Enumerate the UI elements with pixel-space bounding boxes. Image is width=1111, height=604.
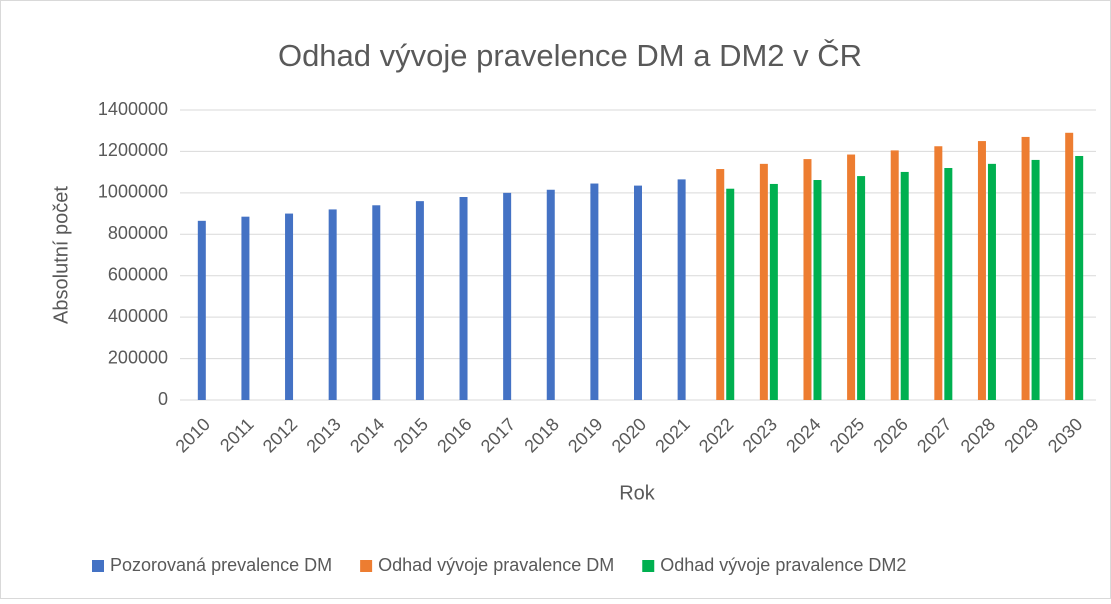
bar [977, 141, 986, 401]
y-tick-label: 1400000 [98, 99, 168, 119]
y-tick-label: 1200000 [98, 140, 168, 160]
legend-swatch [642, 560, 655, 572]
y-tick-label: 800000 [108, 223, 168, 243]
legend-label: Pozorovaná prevalence DM [110, 555, 332, 575]
bar [197, 220, 206, 400]
legend-label: Odhad vývoje pravalence DM2 [660, 555, 906, 575]
bar [759, 163, 768, 400]
y-tick-label: 400000 [108, 306, 168, 326]
y-tick-label: 1000000 [98, 182, 168, 202]
bar [503, 192, 512, 400]
y-tick-label: 200000 [108, 347, 168, 367]
bar [634, 185, 642, 400]
bar [546, 189, 555, 400]
bar [857, 176, 866, 400]
legend-swatch [360, 560, 373, 572]
bar [726, 188, 735, 400]
bar [934, 146, 943, 400]
bar [241, 216, 250, 400]
bar [803, 159, 812, 400]
bar [459, 197, 468, 400]
bar [1075, 155, 1084, 400]
x-axis-label: Rok [619, 482, 656, 504]
y-tick-label: 0 [158, 389, 168, 409]
bar [1021, 136, 1030, 400]
bar [372, 205, 381, 400]
bar [1065, 132, 1074, 401]
y-tick-label: 600000 [108, 264, 168, 284]
bar [813, 180, 822, 400]
y-axis-label: Absolutní počet [50, 186, 72, 324]
bar [900, 171, 909, 400]
bar [1031, 159, 1040, 400]
bar [677, 179, 686, 400]
bar [890, 150, 899, 400]
chart-title: Odhad vývoje pravelence DM a DM2 v ČR [278, 38, 862, 73]
bar [716, 169, 725, 400]
bar [847, 154, 856, 400]
bar [590, 183, 599, 400]
bar [944, 168, 953, 400]
bar [328, 209, 337, 400]
bar [987, 163, 996, 400]
bar [415, 201, 424, 400]
legend-swatch [92, 560, 104, 572]
legend-label: Odhad vývoje pravalence DM [378, 555, 614, 575]
bar [769, 183, 778, 400]
bar [285, 213, 294, 400]
